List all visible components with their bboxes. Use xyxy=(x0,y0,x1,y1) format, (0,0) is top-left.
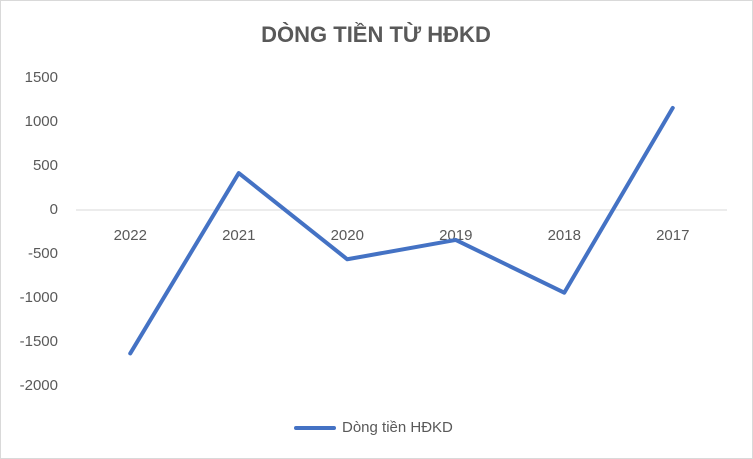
chart-title: DÒNG TIỀN TỪ HĐKD xyxy=(261,22,491,47)
y-tick-label: -1000 xyxy=(20,289,58,306)
x-tick-label: 2020 xyxy=(331,227,364,244)
y-tick-label: -500 xyxy=(28,245,58,262)
x-tick-label: 2021 xyxy=(222,227,255,244)
y-tick-label: 1000 xyxy=(25,113,58,130)
y-tick-label: -2000 xyxy=(20,377,58,394)
y-tick-label: 0 xyxy=(50,201,58,218)
y-tick-label: -1500 xyxy=(20,333,58,350)
x-tick-label: 2017 xyxy=(656,227,689,244)
line-series xyxy=(128,105,675,356)
x-tick-label: 2018 xyxy=(548,227,581,244)
y-tick-label: 500 xyxy=(33,157,58,174)
x-tick-label: 2022 xyxy=(114,227,147,244)
y-tick-label: 1500 xyxy=(25,69,58,86)
legend-label: Dòng tiền HĐKD xyxy=(342,419,453,436)
